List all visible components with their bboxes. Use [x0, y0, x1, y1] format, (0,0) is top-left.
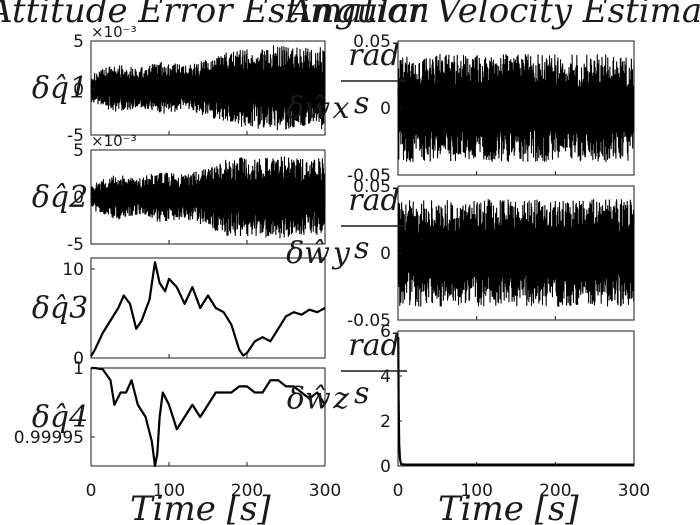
plot-frame	[90, 257, 326, 359]
series-line-6	[397, 198, 635, 308]
x-tick-label: 300	[618, 481, 650, 501]
x-tick-label: 100	[460, 481, 492, 501]
title-right: Angular Velocity Estimation Error	[285, 0, 700, 31]
xlabel-left: Time [s]	[130, 489, 271, 525]
y-axis-label: δŵy	[286, 236, 351, 271]
y-tick-label: 0.05	[353, 32, 391, 52]
y-tick-label: 10	[62, 260, 84, 280]
y-tick-label: 0.99995	[14, 428, 84, 448]
series-line-2	[90, 156, 326, 239]
panels: 50-5×10⁻³δq̂150-5×10⁻³δq̂2100δq̂310.9999…	[14, 23, 651, 501]
y-tick-label: -0.05	[347, 166, 391, 186]
x-tick-label: 300	[309, 481, 341, 501]
subplot-1: 5 0 -5 ×10⁻³ δq̂1	[32, 23, 326, 146]
y-axis-label: δŵx	[286, 91, 349, 126]
y-tick-label: 0	[380, 457, 391, 477]
plot-frame	[397, 330, 635, 467]
y-tick-label: 1	[73, 359, 84, 379]
x-tick-label: 200	[231, 481, 263, 501]
unit-numerator: rad	[348, 328, 399, 363]
y-tick-label: 5	[73, 141, 84, 161]
y-tick-label: 5	[73, 32, 84, 52]
y-tick-label: 2	[380, 412, 391, 432]
y-tick-label: -0.05	[347, 311, 391, 331]
x-tick-label: 200	[539, 481, 571, 501]
subplot-5: 0.05 0 -0.05 δŵx rad s	[286, 32, 635, 186]
y-axis-label: δq̂1	[32, 71, 88, 106]
subplot-4: 1 0.99995 0 100 200 300 δq̂4	[14, 359, 342, 501]
y-axis-label: δq̂4	[32, 400, 88, 435]
series-line-1	[90, 45, 326, 131]
series-line-3	[90, 261, 326, 357]
y-tick-label: 0	[380, 244, 391, 264]
unit-denominator: s	[354, 231, 369, 266]
xlabel-right: Time [s]	[438, 489, 579, 525]
y-tick-label: 0	[73, 188, 84, 208]
title-left: Attitude Error Estimation	[0, 0, 430, 31]
axis-multiplier: ×10⁻³	[91, 132, 137, 150]
y-tick-label: -5	[67, 235, 84, 255]
series-line-5	[397, 53, 635, 163]
unit-denominator: s	[354, 86, 369, 121]
y-tick-label: 4	[380, 367, 391, 387]
subplot-3: 10 0 δq̂3	[32, 257, 326, 369]
y-tick-label: 0	[380, 99, 391, 119]
unit-numerator: rad	[348, 183, 399, 218]
y-axis-label: δq̂3	[32, 291, 88, 326]
y-tick-label: 6	[380, 322, 391, 342]
y-tick-label: 0.05	[353, 177, 391, 197]
axis-multiplier: ×10⁻³	[91, 23, 137, 41]
unit-denominator: s	[354, 376, 369, 411]
x-tick-label: 0	[393, 481, 404, 501]
subplot-6: 0.05 0 -0.05 δŵy rad s	[286, 177, 635, 331]
y-axis-label: δq̂2	[32, 180, 88, 215]
subplot-2: 5 0 -5 ×10⁻³ δq̂2	[32, 132, 326, 255]
y-tick-label: 0	[73, 80, 84, 100]
y-tick-label: 0	[73, 349, 84, 369]
series-line-7	[397, 336, 634, 466]
x-tick-label: 100	[153, 481, 185, 501]
x-tick-label: 0	[86, 481, 97, 501]
y-axis-label: δŵz	[287, 382, 349, 417]
unit-numerator: rad	[348, 38, 399, 73]
y-tick-label: -5	[67, 126, 84, 146]
series-line-4	[91, 366, 326, 468]
